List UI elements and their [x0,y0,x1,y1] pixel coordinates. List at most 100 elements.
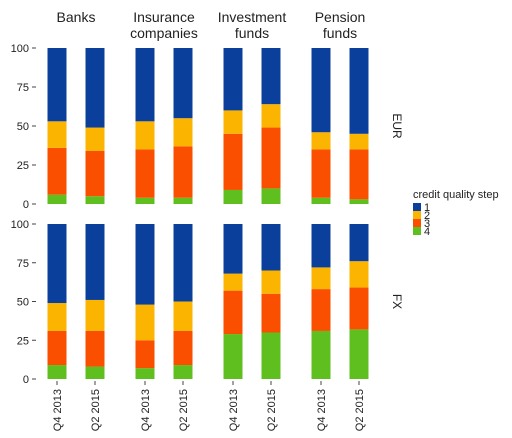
bar-segment [85,224,105,300]
legend-swatch [413,219,421,227]
legend-swatch [413,211,421,219]
bar-segment [173,48,193,119]
column-label: funds [323,25,357,41]
x-tick-label: Q4 2013 [316,389,328,431]
row-label: FX [390,294,404,309]
bar-segment [261,332,281,379]
bar-segment [261,224,281,271]
y-tick-label: 25 [17,160,29,172]
bar-segment [47,194,67,204]
row-label: EUR [390,113,404,139]
bar-segment [47,224,67,304]
bar-segment [135,48,155,122]
bar-segment [47,365,67,379]
bar-segment [173,224,193,302]
column-label: Banks [57,9,96,25]
bar-segment [349,149,369,200]
bar-segment [261,293,281,333]
bar-segment [85,48,105,128]
bar-segment [85,366,105,379]
bar-segment [261,104,281,128]
column-label: funds [235,25,269,41]
bar-segment [311,48,331,133]
legend-label: 3 [424,218,430,230]
y-tick-label: 50 [17,121,29,133]
bar-segment [223,133,243,190]
column-label: companies [130,25,198,41]
bar-segment [47,147,67,195]
bar-segment [173,365,193,379]
bar-segment [223,224,243,274]
bar-segment [223,273,243,291]
x-tick-label: Q4 2013 [228,389,240,431]
y-tick-label: 25 [17,335,29,347]
bar-segment [223,290,243,335]
bar-segment [349,133,369,150]
column-label: Pension [315,9,366,25]
legend-swatch [413,227,421,235]
y-tick-label: 75 [17,258,29,270]
bar-segment [311,224,331,268]
bar-segment [349,287,369,330]
bar-segment [85,299,105,331]
bar-segment [349,199,369,204]
x-tick-label: Q4 2013 [140,389,152,431]
bar-segment [223,48,243,111]
bar-segment [135,368,155,379]
bar-segment [47,303,67,331]
bar-segment [223,334,243,379]
bar-segment [223,110,243,134]
bar-segment [47,48,67,122]
bar-segment [311,197,331,204]
bar-segment [135,149,155,198]
x-tick-label: Q2 2015 [266,389,278,431]
x-tick-label: Q2 2015 [354,389,366,431]
bar-segment [135,197,155,204]
bar-segment [311,267,331,290]
bar-segment [173,301,193,331]
y-tick-label: 100 [11,43,29,55]
legend-label: 4 [424,226,430,238]
bar-segment [173,146,193,198]
y-tick-label: 0 [23,374,29,386]
bar-segment [311,132,331,150]
bar-segment [135,224,155,305]
bar-segment [85,127,105,151]
x-tick-label: Q2 2015 [90,389,102,431]
legend-label: 1 [424,202,430,214]
bar-segment [85,150,105,197]
column-label: Investment [218,9,287,25]
bar-segment [349,224,369,262]
bar-segment [47,330,67,366]
bar-segment [311,289,331,331]
x-tick-label: Q4 2013 [52,389,64,431]
bar-segment [85,330,105,367]
bar-segment [173,197,193,204]
y-tick-label: 100 [11,219,29,231]
legend-title: credit quality step [413,189,499,201]
bar-segment [173,118,193,147]
bar-segment [311,149,331,198]
bar-segment [311,330,331,379]
bar-segment [261,127,281,189]
legend-label: 2 [424,210,430,222]
y-tick-label: 75 [17,82,29,94]
bar-segment [85,196,105,204]
x-tick-label: Q2 2015 [178,389,190,431]
bar-segment [173,330,193,366]
bar-segment [349,329,369,379]
column-label: Insurance [133,9,195,25]
bar-segment [261,270,281,294]
bar-segment [223,189,243,204]
legend-swatch [413,203,421,211]
bar-segment [349,48,369,134]
bar-segment [135,340,155,369]
bar-segment [261,48,281,105]
bar-segment [135,304,155,341]
y-tick-label: 0 [23,199,29,211]
bar-segment [135,121,155,150]
bar-segment [47,121,67,148]
bar-segment [261,188,281,204]
bar-segment [349,261,369,288]
